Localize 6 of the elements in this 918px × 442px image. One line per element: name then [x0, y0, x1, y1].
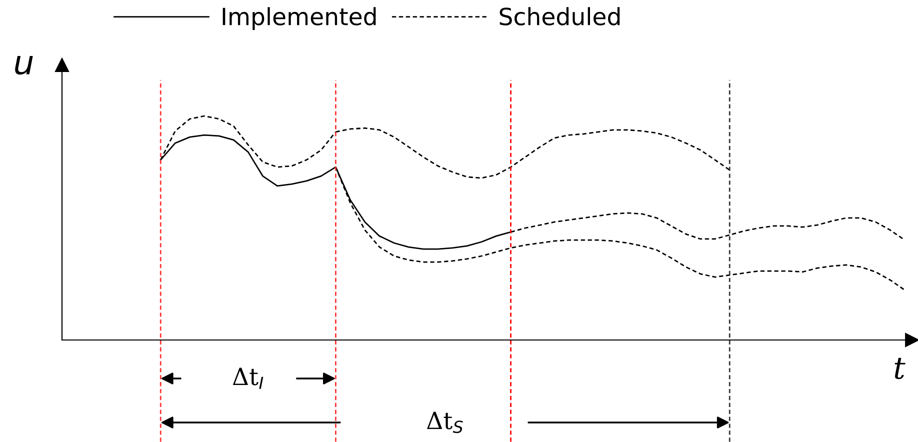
legend-label: Implemented [222, 7, 376, 30]
text: Δt$_{I}$ [232, 368, 264, 389]
text: Δt$_{S}$ [427, 412, 463, 434]
y-axis-title: u [15, 56, 33, 75]
legend-label: Scheduled [500, 7, 620, 26]
x-axis-title: t [894, 358, 906, 380]
